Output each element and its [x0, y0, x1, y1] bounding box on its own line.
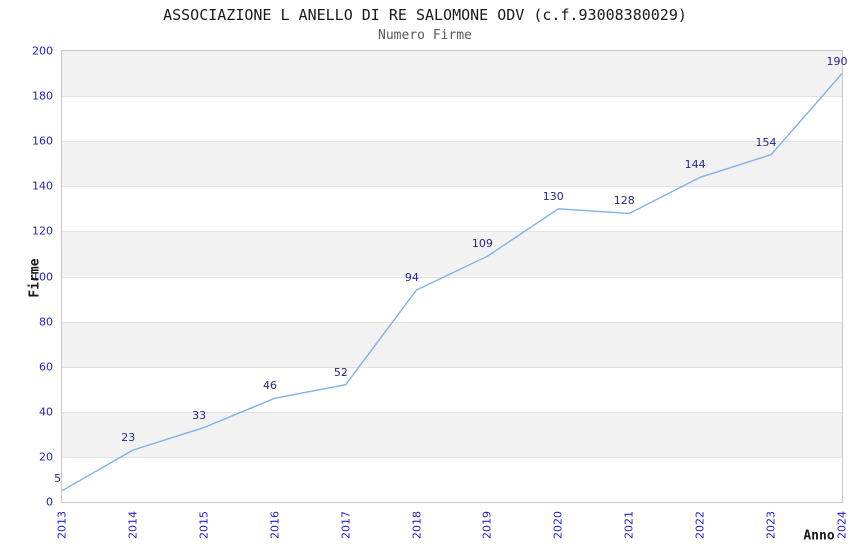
x-tick-label: 2017	[339, 511, 353, 539]
series-line	[61, 73, 843, 492]
x-tick-label: 2019	[480, 511, 494, 539]
data-point-label: 154	[755, 135, 777, 149]
grid-line	[62, 141, 842, 143]
grid-line	[62, 411, 842, 413]
data-point-label: 23	[121, 431, 136, 445]
y-tick-label: 40	[39, 405, 53, 419]
data-point-label: 94	[404, 271, 419, 285]
data-point-label: 5	[54, 471, 62, 485]
x-tick-label: 2022	[693, 511, 707, 539]
data-point-label: 190	[826, 54, 848, 68]
data-point-label: 144	[684, 158, 706, 172]
grid-band	[62, 141, 842, 187]
grid-band	[62, 411, 842, 457]
data-point-label: 130	[542, 189, 564, 203]
x-tick-label: 2013	[55, 511, 69, 539]
grid-line	[62, 276, 842, 278]
x-tick-label: 2016	[268, 511, 282, 539]
y-tick-label: 160	[32, 134, 53, 148]
data-point-label: 52	[333, 365, 348, 379]
data-point-label: 109	[471, 237, 493, 251]
y-axis-title: Firme	[27, 258, 43, 298]
grid-line	[62, 96, 842, 98]
data-point-label: 46	[263, 379, 278, 393]
y-tick-label: 180	[32, 89, 53, 103]
y-tick-label: 120	[32, 224, 53, 238]
chart-title: ASSOCIAZIONE L ANELLO DI RE SALOMONE ODV…	[163, 6, 687, 24]
x-axis-title: Anno	[803, 528, 835, 544]
x-tick-label: 2020	[551, 511, 565, 539]
x-tick-label: 2024	[835, 511, 849, 539]
grid-band	[62, 321, 842, 367]
grid-band	[62, 51, 842, 97]
chart-subtitle: Numero Firme	[378, 28, 472, 43]
data-point-label: 128	[613, 194, 635, 208]
plot-area	[61, 50, 843, 503]
y-tick-label: 60	[39, 360, 53, 374]
grid-line	[62, 366, 842, 368]
grid-line	[62, 186, 842, 188]
y-tick-label: 200	[32, 44, 53, 58]
x-tick-label: 2023	[764, 511, 778, 539]
x-tick-label: 2014	[126, 511, 140, 539]
y-tick-label: 20	[39, 450, 53, 464]
x-tick-label: 2018	[410, 511, 424, 539]
y-tick-label: 80	[39, 315, 53, 329]
y-tick-label: 0	[46, 495, 53, 509]
x-tick-label: 2015	[197, 511, 211, 539]
series-plot	[61, 73, 843, 492]
y-tick-label: 140	[32, 179, 53, 193]
y-tick-label: 100	[32, 270, 53, 283]
grid-line	[62, 231, 842, 233]
x-tick-label: 2021	[622, 511, 636, 539]
grid-line	[62, 456, 842, 458]
grid-band	[62, 231, 842, 277]
data-point-label: 33	[192, 408, 207, 422]
grid-line	[62, 321, 842, 323]
